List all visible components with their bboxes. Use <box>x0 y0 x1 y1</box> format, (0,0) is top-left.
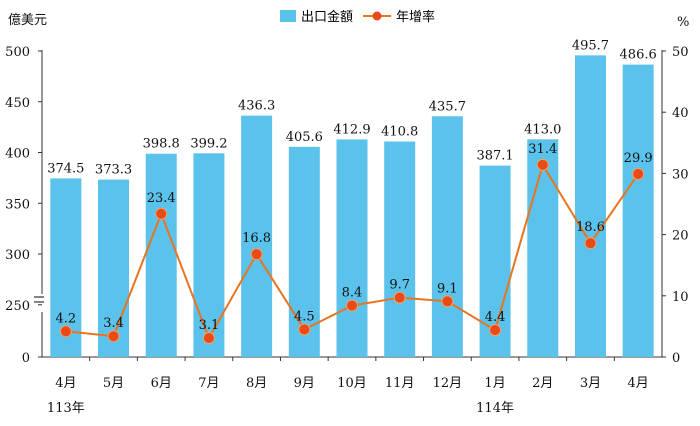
bar-value-label: 495.7 <box>572 38 609 53</box>
line-point <box>59 325 72 338</box>
line-point <box>155 207 168 220</box>
line-point <box>107 330 120 343</box>
line-value-label: 16.8 <box>242 231 271 246</box>
x-tick-label: 1月 <box>484 376 505 391</box>
bar <box>384 141 416 357</box>
y-tick-label-left: 250 <box>5 299 30 314</box>
x-tick-label: 6月 <box>151 376 172 391</box>
bar-value-label: 436.3 <box>238 99 275 114</box>
line-point <box>536 158 549 171</box>
line-point <box>632 168 645 181</box>
bar-value-label: 410.8 <box>381 125 418 140</box>
line-point <box>202 332 215 345</box>
line-value-label: 4.2 <box>56 311 77 326</box>
x-tick-label: 4月 <box>55 376 76 391</box>
bar <box>336 139 368 357</box>
line-point <box>298 323 311 336</box>
x-tick-label: 9月 <box>294 376 315 391</box>
bar <box>574 55 606 357</box>
y-tick-label-left: 500 <box>5 45 30 60</box>
y-tick-label-left: 300 <box>5 248 30 263</box>
line-value-label: 29.9 <box>624 151 653 166</box>
legend: 出口金額 年增率 <box>280 9 435 25</box>
y-axis-left-unit: 億美元 <box>8 12 47 28</box>
line-series <box>59 158 645 345</box>
bar-value-label: 413.0 <box>524 122 561 137</box>
bar <box>193 153 225 357</box>
line-value-label: 3.4 <box>103 316 124 331</box>
bar <box>145 153 177 357</box>
bar-value-label: 399.2 <box>190 136 227 151</box>
line-point <box>441 295 454 308</box>
y-tick-label-right: 50 <box>672 45 689 60</box>
data-labels: 374.5 373.3 398.8 399.2 436.3 405.6 412.9 410.8… <box>47 38 657 333</box>
bar <box>241 115 273 357</box>
bar <box>288 146 320 357</box>
line-value-label: 3.1 <box>199 318 220 333</box>
x-tick-label: 3月 <box>580 376 601 391</box>
x-tick-label: 8月 <box>246 376 267 391</box>
x-tick-label: 12月 <box>433 376 463 391</box>
line-value-label: 4.5 <box>294 309 315 324</box>
line-value-label: 4.4 <box>485 310 506 325</box>
line-value-label: 31.4 <box>528 142 557 157</box>
line-value-label: 8.4 <box>342 286 363 301</box>
bar-value-label: 398.8 <box>143 137 180 152</box>
bar-value-label: 435.7 <box>429 99 466 114</box>
bar-value-label: 486.6 <box>620 48 657 63</box>
x-tick-label: 7月 <box>198 376 219 391</box>
y-tick-label-left: 350 <box>5 197 30 212</box>
line-point <box>584 237 597 250</box>
bar <box>622 64 654 357</box>
y-tick-label-right: 20 <box>672 229 689 244</box>
line-value-label: 9.1 <box>437 281 458 296</box>
y-tick-label-right: 30 <box>672 167 689 182</box>
bar-value-label: 405.6 <box>286 130 323 145</box>
y-tick-label-right: 40 <box>672 106 689 121</box>
line-point <box>250 248 263 261</box>
line-point <box>346 299 358 312</box>
x-year-label: 114年 <box>476 401 514 416</box>
line-value-label: 9.7 <box>389 278 410 293</box>
legend-label-bar: 出口金額 <box>301 9 353 25</box>
y-tick-label-right: 10 <box>672 290 689 305</box>
bar-value-label: 412.9 <box>333 122 370 137</box>
y-tick-label-left: 450 <box>5 96 30 111</box>
legend-label-line: 年增率 <box>396 9 435 25</box>
line-point <box>393 291 406 304</box>
x-tick-label: 2月 <box>532 376 553 391</box>
y-tick-label-left: 400 <box>5 147 30 162</box>
bar-value-label: 374.5 <box>47 161 84 176</box>
legend-swatch-marker <box>372 11 382 21</box>
legend-swatch-bar <box>280 10 296 22</box>
x-tick-label: 4月 <box>628 376 649 391</box>
bar-value-label: 373.3 <box>95 163 132 178</box>
bar-value-label: 387.1 <box>476 149 513 164</box>
x-year-label: 113年 <box>47 401 85 416</box>
line-value-label: 18.6 <box>576 220 605 235</box>
x-tick-label: 5月 <box>103 376 124 391</box>
line-value-label: 23.4 <box>147 191 176 206</box>
bar <box>431 116 463 358</box>
y-tick-label-left: 0 <box>22 351 30 366</box>
bar-series <box>50 55 654 358</box>
bar <box>98 179 130 357</box>
bar <box>527 139 559 357</box>
line-point <box>489 324 502 337</box>
y-tick-label-right: 0 <box>672 351 680 366</box>
x-tick-label: 11月 <box>385 376 415 391</box>
x-tick-label: 10月 <box>337 376 367 391</box>
y-axis-right-unit: % <box>677 15 689 30</box>
